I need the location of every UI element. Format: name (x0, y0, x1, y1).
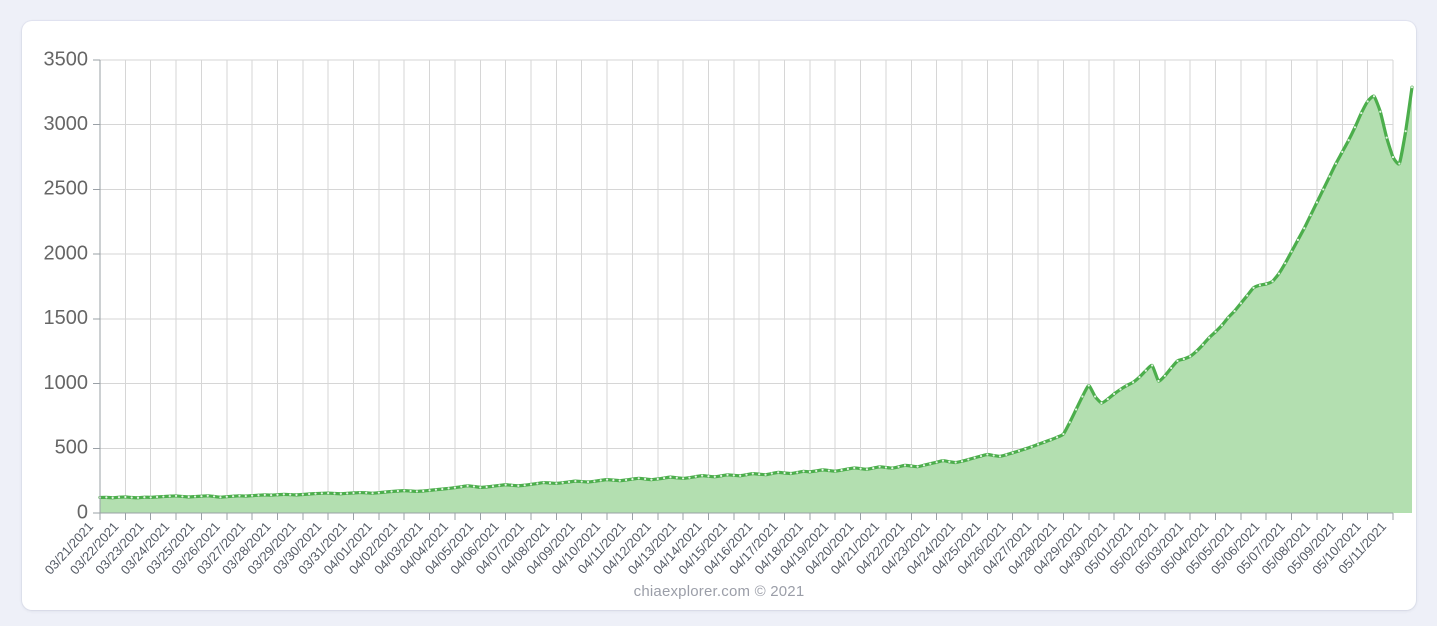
series-area-group (100, 87, 1413, 514)
axis-lines (99, 60, 1393, 514)
y-tick-label: 1000 (44, 372, 89, 394)
footer-credit: chiaexplorer.com © 2021 (633, 583, 805, 600)
y-tick-label: 0 (77, 501, 88, 523)
series-line-path[interactable] (98, 85, 1414, 500)
x-axis-labels: 03/21/202103/22/202103/23/202103/24/2021… (42, 513, 1394, 577)
netspace-area-chart[interactable]: 0 500 1000 1500 2000 2500 3000 3500 03/21/20210… (22, 21, 1416, 581)
chart-card: 0 500 1000 1500 2000 2500 3000 3500 03/21/2021 0… (22, 21, 1416, 610)
series-line-group (98, 85, 1414, 500)
y-tick-label: 500 (55, 437, 88, 459)
series-area-fill (100, 87, 1413, 514)
y-axis-labels: 0 500 1000 1500 2000 2500 3000 3500 (44, 48, 100, 523)
series-point-markers (98, 86, 1414, 499)
y-tick-label: 2500 (44, 178, 89, 200)
chart-canvas[interactable]: 0 500 1000 1500 2000 2500 3000 3500 03/21/2021 0… (22, 21, 1416, 581)
y-tick-label: 2000 (44, 242, 89, 264)
y-gridlines (100, 59, 1393, 514)
y-tick-label: 1500 (44, 307, 89, 329)
y-tick-label: 3500 (44, 48, 89, 70)
y-tick-label: 3000 (44, 113, 89, 135)
